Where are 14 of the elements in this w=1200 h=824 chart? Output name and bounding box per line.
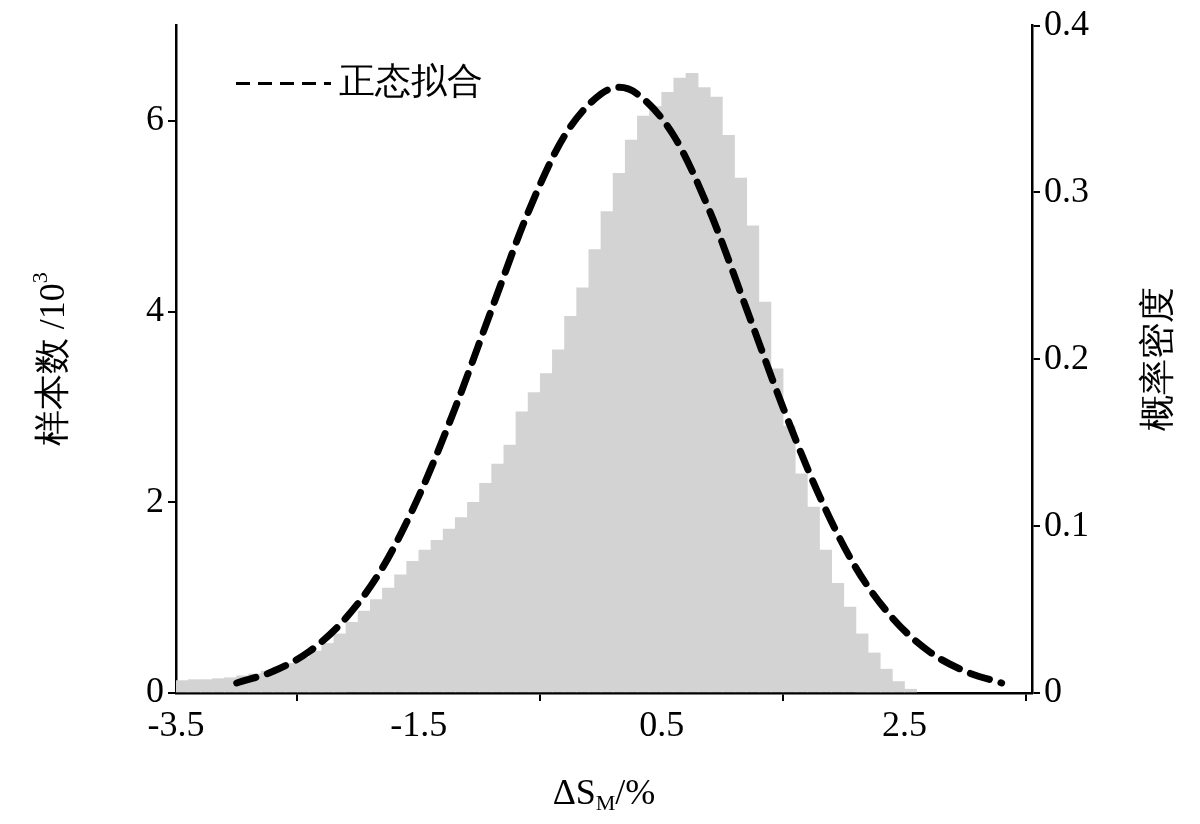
x-tick-label: 0.5 — [639, 704, 685, 745]
x-tick-label: 2.5 — [882, 704, 928, 745]
y-tick-label: 2 — [146, 479, 164, 520]
y2-tick-label: 0 — [1044, 670, 1062, 711]
y2-axis-title: 概率密度 — [1137, 287, 1178, 432]
y-axis-title: 样本数 /103 — [27, 272, 73, 447]
y-tick-label: 6 — [146, 98, 164, 139]
y2-tick-label: 0.4 — [1044, 3, 1089, 44]
y2-tick-label: 0.1 — [1044, 503, 1089, 544]
y2-tick-label: 0.3 — [1044, 169, 1089, 210]
y-tick-label: 4 — [146, 289, 164, 330]
legend-label: 正态拟合 — [339, 61, 483, 102]
x-tick-label: -1.5 — [390, 704, 448, 745]
y2-tick-label: 0.2 — [1044, 336, 1089, 377]
